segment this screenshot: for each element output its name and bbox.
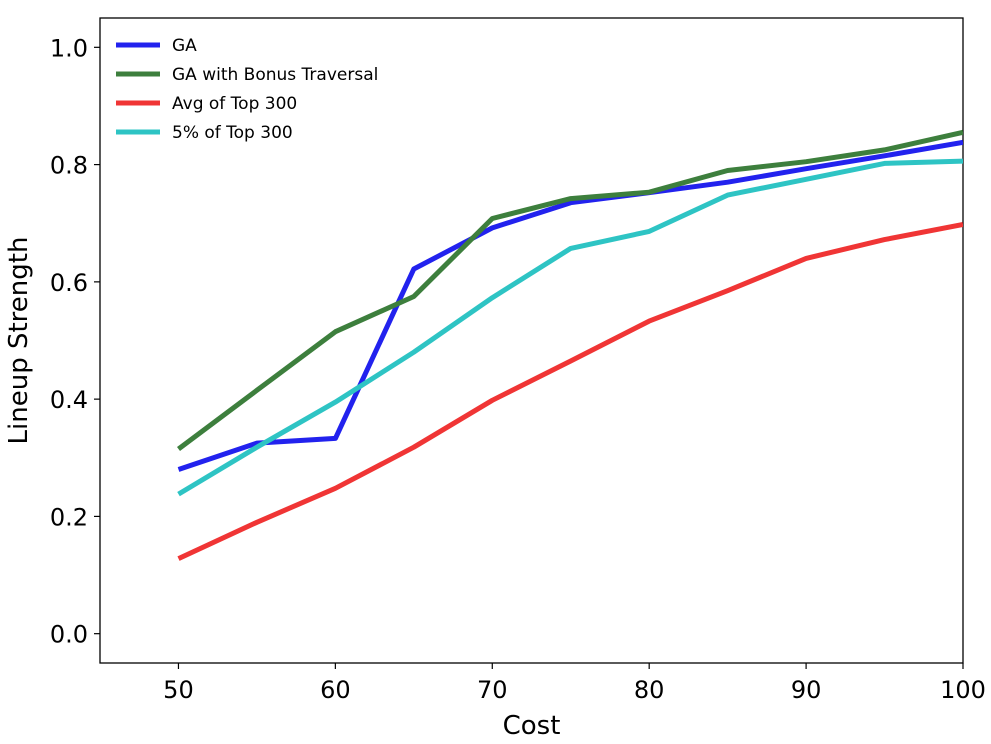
x-tick-label: 60 xyxy=(320,676,351,704)
series-line-ga-with-bonus-traversal xyxy=(177,129,963,452)
series-line-5-of-top-300 xyxy=(177,158,963,497)
series-line-avg-of-top-300 xyxy=(177,221,963,561)
plot-area-frame xyxy=(99,17,964,664)
axis-ticks: 50 60 70 80 90 100 0.0 0.2 0.4 0.6 0.8 1.0 xyxy=(50,34,986,704)
y-tick-label: 0.8 xyxy=(50,152,88,180)
x-tick-label: 50 xyxy=(163,676,194,704)
x-axis-title: Cost xyxy=(503,711,561,741)
y-tick-label: 1.0 xyxy=(50,34,88,62)
y-axis-title: Lineup Strength xyxy=(4,237,34,445)
legend-label: Avg of Top 300 xyxy=(172,94,297,114)
series-group xyxy=(177,129,963,561)
series-line-ga xyxy=(177,139,963,472)
legend-label: GA xyxy=(172,36,197,56)
y-tick-label: 0.2 xyxy=(50,503,88,531)
y-tick-label: 0.0 xyxy=(50,621,88,649)
x-tick-label: 100 xyxy=(940,676,986,704)
y-tick-label: 0.6 xyxy=(50,269,88,297)
x-tick-label: 70 xyxy=(477,676,508,704)
x-tick-label: 90 xyxy=(791,676,822,704)
legend: GA GA with Bonus Traversal Avg of Top 300 5… xyxy=(116,36,378,143)
y-tick-label: 0.4 xyxy=(50,386,88,414)
legend-label: GA with Bonus Traversal xyxy=(172,65,378,85)
x-tick-label: 80 xyxy=(634,676,665,704)
legend-label: 5% of Top 300 xyxy=(172,123,293,143)
